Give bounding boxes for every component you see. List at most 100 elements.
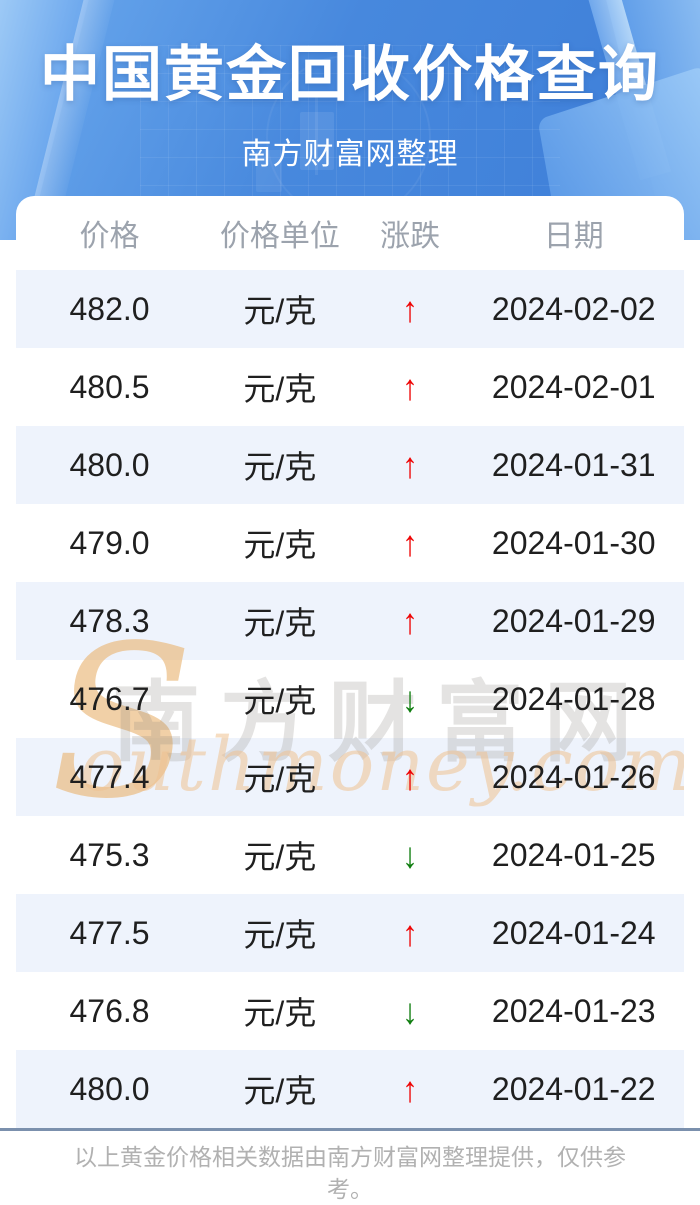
- date-cell: 2024-01-28: [464, 681, 684, 718]
- unit-value: 元/克: [243, 761, 317, 797]
- price-cell: 480.0: [16, 1071, 203, 1108]
- trend-down-arrow-icon: ↓: [402, 678, 419, 719]
- table-row: 475.3 元/克 ↓ 2024-01-25: [16, 816, 684, 894]
- price-value: 480.0: [69, 1070, 150, 1107]
- table-row: 478.3 元/克 ↑ 2024-01-29: [16, 582, 684, 660]
- price-cell: 478.3: [16, 603, 203, 640]
- unit-cell: 元/克: [203, 598, 357, 644]
- price-value: 482.0: [69, 290, 150, 327]
- trend-cell: ↑: [357, 600, 464, 641]
- date-value: 2024-01-31: [491, 446, 656, 483]
- unit-cell: 元/克: [203, 520, 357, 566]
- trend-down-arrow-icon: ↓: [402, 990, 419, 1031]
- price-cell: 476.7: [16, 681, 203, 718]
- date-value: 2024-02-02: [491, 290, 656, 327]
- trend-cell: ↓: [357, 678, 464, 719]
- trend-up-arrow-icon: ↑: [402, 600, 419, 641]
- price-value: 476.7: [69, 680, 150, 717]
- page-subtitle: 南方财富网整理: [241, 138, 459, 171]
- trend-cell: ↑: [357, 522, 464, 563]
- date-cell: 2024-02-01: [464, 369, 684, 406]
- column-header-trend-label: 涨跌: [380, 220, 441, 253]
- price-value: 477.4: [69, 758, 150, 795]
- unit-value: 元/克: [243, 527, 317, 563]
- date-cell: 2024-01-24: [464, 915, 684, 952]
- date-value: 2024-01-23: [491, 992, 656, 1029]
- table-row: 477.5 元/克 ↑ 2024-01-24: [16, 894, 684, 972]
- price-cell: 476.8: [16, 993, 203, 1030]
- table-row: 476.7 元/克 ↓ 2024-01-28: [16, 660, 684, 738]
- trend-cell: ↑: [357, 756, 464, 796]
- table-header-row: 价格 价格单位 涨跌 日期: [16, 196, 684, 270]
- trend-cell: ↑: [357, 1068, 464, 1109]
- unit-cell: 元/克: [203, 988, 357, 1034]
- price-cell: 480.0: [16, 447, 203, 484]
- price-cell: 482.0: [16, 291, 203, 328]
- date-cell: 2024-01-25: [464, 837, 684, 874]
- unit-value: 元/克: [243, 371, 317, 407]
- table-bottom-divider: [0, 1128, 700, 1131]
- table-row: 477.4 元/克 ↑ 2024-01-26: [16, 738, 684, 816]
- trend-up-arrow-icon: ↑: [402, 522, 419, 563]
- table-row: 479.0 元/克 ↑ 2024-01-30: [16, 504, 684, 582]
- unit-value: 元/克: [243, 293, 317, 329]
- unit-value: 元/克: [243, 917, 317, 953]
- trend-cell: ↓: [357, 834, 464, 875]
- column-header-unit-label: 价格单位: [219, 220, 340, 253]
- trend-cell: ↓: [357, 990, 464, 1031]
- unit-cell: 元/克: [203, 910, 357, 956]
- date-value: 2024-01-29: [491, 602, 656, 639]
- date-value: 2024-02-01: [491, 368, 656, 405]
- trend-up-arrow-icon: ↑: [402, 1068, 419, 1109]
- price-table-card: 价格 价格单位 涨跌 日期 S 南方财富网 outhmoney.com 482.…: [16, 196, 684, 1128]
- column-header-unit: 价格单位: [203, 211, 357, 255]
- table-body: 482.0 元/克 ↑ 2024-02-02 480.5 元/克 ↑ 2024-02-01 48…: [16, 270, 684, 1128]
- price-cell: 477.4: [16, 759, 203, 796]
- trend-up-arrow-icon: ↑: [402, 366, 419, 407]
- decor-candlestick-bar: [300, 112, 334, 170]
- trend-cell: ↑: [357, 444, 464, 485]
- date-cell: 2024-01-22: [464, 1071, 684, 1108]
- date-value: 2024-01-25: [491, 836, 656, 873]
- table-row: 480.5 元/克 ↑ 2024-02-01: [16, 348, 684, 426]
- page-title: 中国黄金回收价格查询: [40, 41, 660, 108]
- unit-value: 元/克: [243, 839, 317, 875]
- decor-candlestick-bar: [256, 150, 282, 192]
- unit-cell: 元/克: [203, 442, 357, 488]
- table-row: 476.8 元/克 ↓ 2024-01-23: [16, 972, 684, 1050]
- price-value: 477.5: [69, 914, 150, 951]
- table-row: 480.0 元/克 ↑ 2024-01-31: [16, 426, 684, 504]
- date-value: 2024-01-24: [491, 914, 656, 951]
- price-cell: 479.0: [16, 525, 203, 562]
- trend-up-arrow-icon: ↑: [402, 444, 419, 485]
- date-cell: 2024-01-29: [464, 603, 684, 640]
- column-header-trend: 涨跌: [357, 211, 464, 255]
- unit-cell: 元/克: [203, 286, 357, 332]
- date-cell: 2024-01-31: [464, 447, 684, 484]
- trend-cell: ↑: [357, 288, 464, 328]
- price-value: 478.3: [69, 602, 150, 639]
- unit-value: 元/克: [243, 449, 317, 485]
- footer-note: 以上黄金价格相关数据由南方财富网整理提供，仅供参考。: [74, 1144, 626, 1202]
- unit-value: 元/克: [243, 605, 317, 641]
- trend-up-arrow-icon: ↑: [402, 912, 419, 953]
- trend-down-arrow-icon: ↓: [402, 834, 419, 875]
- price-cell: 480.5: [16, 369, 203, 406]
- trend-cell: ↑: [357, 912, 464, 953]
- price-value: 480.5: [69, 368, 150, 405]
- price-value: 475.3: [69, 836, 150, 873]
- date-value: 2024-01-26: [491, 758, 656, 795]
- price-cell: 477.5: [16, 915, 203, 952]
- unit-value: 元/克: [243, 1073, 317, 1109]
- unit-cell: 元/克: [203, 754, 357, 800]
- date-cell: 2024-01-30: [464, 525, 684, 562]
- unit-cell: 元/克: [203, 364, 357, 410]
- date-value: 2024-01-28: [491, 680, 656, 717]
- price-value: 479.0: [69, 524, 150, 561]
- unit-cell: 元/克: [203, 676, 357, 722]
- date-value: 2024-01-30: [491, 524, 656, 561]
- unit-cell: 元/克: [203, 832, 357, 878]
- decor-candlestick-stem: [315, 95, 318, 175]
- price-cell: 475.3: [16, 837, 203, 874]
- column-header-date-label: 日期: [543, 220, 604, 253]
